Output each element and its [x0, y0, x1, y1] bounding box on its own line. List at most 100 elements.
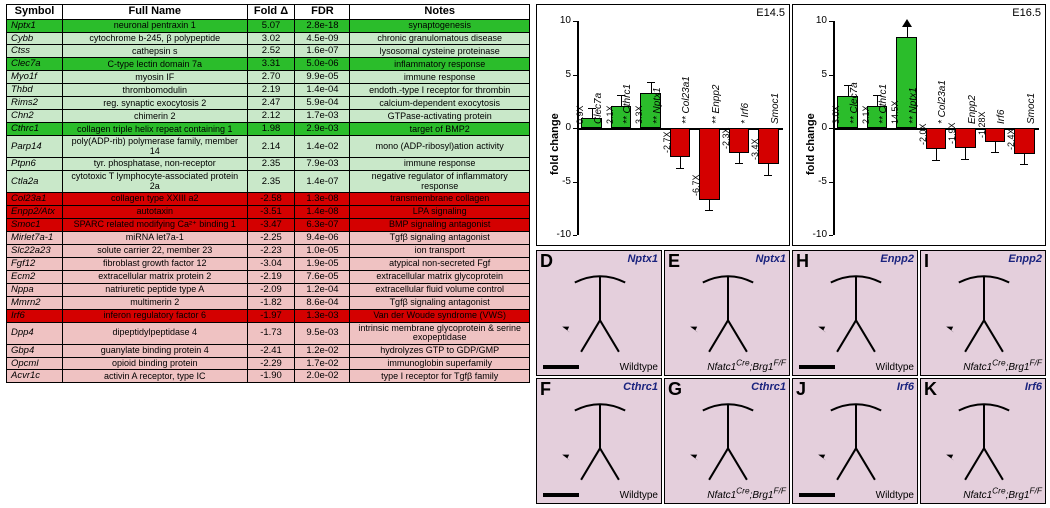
table-cell-symbol: Mmrn2	[7, 296, 63, 309]
gene-label: Clec7a	[593, 93, 604, 124]
table-cell-notes: transmembrane collagen	[350, 192, 530, 205]
table-cell-fold: -2.58	[247, 192, 295, 205]
tissue-outline-icon	[921, 251, 1046, 376]
table-cell-notes: Tgfβ signaling antagonist	[350, 231, 530, 244]
trunc-arrow-icon	[902, 19, 912, 27]
bar	[670, 128, 691, 157]
table-cell-symbol: Thbd	[7, 84, 63, 97]
table-cell-fold: 2.14	[247, 136, 295, 158]
table-cell-fold: 3.02	[247, 32, 295, 45]
table-cell-fullname: thrombomodulin	[62, 84, 247, 97]
value-label: -3.4X	[750, 139, 760, 161]
gene-label: Smoc1	[770, 93, 781, 124]
table-cell-fullname: extracellular matrix protein 2	[62, 270, 247, 283]
ytick-label: 5	[551, 69, 571, 80]
table-cell-fullname: poly(ADP-rib) polymerase family, member …	[62, 136, 247, 158]
table-cell-symbol: Ecm2	[7, 270, 63, 283]
table-cell-symbol: Myo1f	[7, 71, 63, 84]
table-cell-fold: -1.73	[247, 322, 295, 344]
gene-label: ** Enpp2	[711, 85, 722, 124]
table-cell-fdr: 1.4e-04	[295, 84, 350, 97]
gene-label: Smoc1	[1026, 93, 1037, 124]
table-cell-fullname: reg. synaptic exocytosis 2	[62, 97, 247, 110]
table-cell-symbol: Cthrc1	[7, 123, 63, 136]
col-notes: Notes	[350, 5, 530, 20]
table-cell-fold: -1.97	[247, 309, 295, 322]
gene-label: ** Col23a1	[681, 76, 692, 124]
bar	[1014, 128, 1035, 154]
gene-label: * Col23a1	[937, 80, 948, 124]
ytick-label: 0	[807, 122, 827, 133]
value-label: 3.3X	[634, 105, 644, 124]
value-label: -2.0X	[918, 124, 928, 146]
table-cell-fold: -1.90	[247, 370, 295, 383]
table-cell-fold: -3.47	[247, 218, 295, 231]
table-cell-fold: -2.41	[247, 344, 295, 357]
tissue-outline-icon	[921, 379, 1046, 504]
table-cell-fold: -2.29	[247, 357, 295, 370]
table-cell-fold: 2.35	[247, 158, 295, 171]
table-cell-notes: target of BMP2	[350, 123, 530, 136]
table-cell-fdr: 2.8e-18	[295, 19, 350, 32]
tissue-outline-icon	[793, 251, 918, 376]
tissue-outline-icon	[537, 251, 662, 376]
table-cell-fullname: collagen triple helix repeat containing …	[62, 123, 247, 136]
ytick-label: 10	[807, 15, 827, 26]
bar	[955, 128, 976, 148]
ytick-label: 0	[551, 122, 571, 133]
gene-label: ** Nptx1	[652, 87, 663, 124]
table-cell-fold: -1.82	[247, 296, 295, 309]
col-symbol: Symbol	[7, 5, 63, 20]
micrograph-panel-F: Cthrc1FWildtype	[536, 378, 662, 504]
table-cell-fullname: collagen type XXIII a2	[62, 192, 247, 205]
table-cell-fullname: myosin IF	[62, 71, 247, 84]
tissue-outline-icon	[793, 379, 918, 504]
table-cell-fullname: chimerin 2	[62, 110, 247, 123]
table-cell-fold: 2.35	[247, 171, 295, 193]
table-cell-symbol: Irf6	[7, 309, 63, 322]
table-cell-symbol: Ctss	[7, 45, 63, 58]
ytick-label: -10	[551, 229, 571, 240]
table-cell-symbol: Cybb	[7, 32, 63, 45]
table-cell-fold: -2.25	[247, 231, 295, 244]
bar	[758, 128, 779, 164]
table-cell-notes: endoth.-type I receptor for thrombin	[350, 84, 530, 97]
table-cell-fullname: miRNA let7a-1	[62, 231, 247, 244]
table-cell-fold: -2.23	[247, 244, 295, 257]
value-label: 2.1X	[605, 105, 615, 124]
table-cell-fold: 2.19	[247, 84, 295, 97]
micrograph-panel-H: Enpp2HWildtype	[792, 250, 918, 376]
table-cell-fdr: 9.4e-06	[295, 231, 350, 244]
table-cell-symbol: Nptx1	[7, 19, 63, 32]
table-cell-fdr: 1.2e-02	[295, 344, 350, 357]
table-cell-notes: GTPase-activating protein	[350, 110, 530, 123]
table-cell-fold: 2.47	[247, 97, 295, 110]
table-cell-symbol: Chn2	[7, 110, 63, 123]
table-cell-fullname: cytotoxic T lymphocyte-associated protei…	[62, 171, 247, 193]
table-cell-notes: immune response	[350, 158, 530, 171]
table-cell-fullname: guanylate binding protein 4	[62, 344, 247, 357]
table-cell-fullname: fibroblast growth factor 12	[62, 257, 247, 270]
table-cell-notes: synaptogenesis	[350, 19, 530, 32]
gene-label: Irf6	[996, 110, 1007, 124]
table-cell-notes: ion transport	[350, 244, 530, 257]
table-cell-notes: Van der Woude syndrome (VWS)	[350, 309, 530, 322]
table-cell-fdr: 7.9e-03	[295, 158, 350, 171]
table-cell-notes: type I receptor for Tgfβ family	[350, 370, 530, 383]
micrograph-panel-D: Nptx1DWildtype	[536, 250, 662, 376]
table-cell-symbol: Dpp4	[7, 322, 63, 344]
table-cell-symbol: Clec7a	[7, 58, 63, 71]
table-cell-fdr: 6.3e-07	[295, 218, 350, 231]
table-cell-symbol: Smoc1	[7, 218, 63, 231]
table-cell-fdr: 2.0e-02	[295, 370, 350, 383]
table-cell-fold: 2.70	[247, 71, 295, 84]
bar	[926, 128, 947, 149]
table-cell-symbol: Ctla2a	[7, 171, 63, 193]
value-label: 2.1X	[861, 105, 871, 124]
table-cell-fdr: 1.7e-02	[295, 357, 350, 370]
micrograph-panel-K: Irf6KNfatc1Cre;Brg1F/F	[920, 378, 1046, 504]
ytick-label: -5	[807, 176, 827, 187]
table-cell-notes: hydrolyzes GTP to GDP/GMP	[350, 344, 530, 357]
table-cell-fdr: 4.5e-09	[295, 32, 350, 45]
table-cell-notes: intrinsic membrane glycoprotein & serine…	[350, 322, 530, 344]
